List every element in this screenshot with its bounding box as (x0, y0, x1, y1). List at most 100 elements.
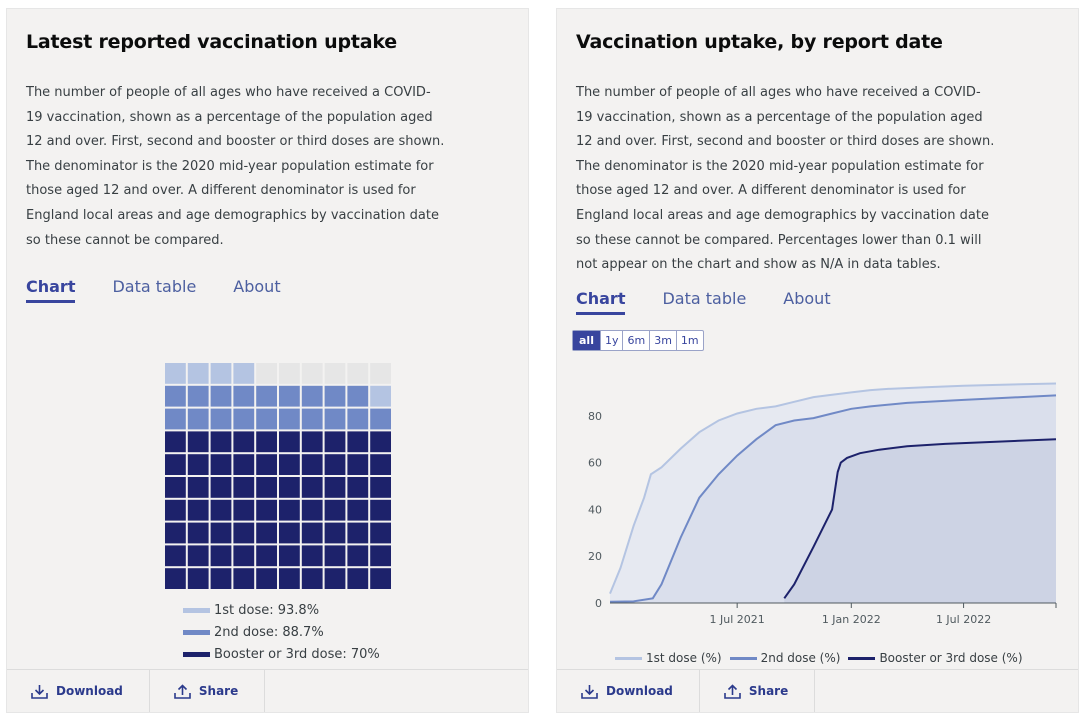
waffle-cell-dose3 (301, 477, 323, 498)
waffle-cell-dose3 (279, 568, 300, 589)
share-label: Share (198, 684, 239, 698)
waffle-cell-dose3 (256, 454, 277, 475)
waffle-cell-dose2 (233, 408, 255, 430)
waffle-cell-dose3 (187, 454, 209, 475)
card-title: Latest reported vaccination uptake (26, 31, 397, 53)
waffle-cell-dose2 (165, 385, 186, 407)
waffle-cell-empty (279, 363, 300, 384)
waffle-cell-dose3 (279, 522, 300, 544)
range-1m-button[interactable]: 1m (680, 334, 699, 347)
range-selector: all 1y 6m 3m 1m (572, 330, 704, 351)
waffle-cell-dose3 (256, 522, 277, 544)
legend-item-dose3: Booster or 3rd dose: 70% (183, 643, 380, 665)
waffle-cell-dose2 (279, 408, 300, 430)
waffle-cell-dose3 (165, 431, 186, 453)
tab-data-table[interactable]: Data table (112, 277, 197, 296)
waffle-cell-dose3 (324, 545, 346, 567)
waffle-cell-dose2 (233, 385, 255, 407)
waffle-cell-dose3 (301, 454, 323, 475)
waffle-cell-dose3 (301, 568, 323, 589)
legend-item-dose3: Booster or 3rd dose (%) (848, 651, 1023, 665)
legend-item-dose1: 1st dose (%) (615, 651, 722, 665)
waffle-cell-dose3 (370, 431, 391, 453)
waffle-cell-dose2 (210, 385, 232, 407)
legend-swatch-dose2 (183, 629, 210, 635)
line-legend: 1st dose (%) 2nd dose (%) Booster or 3rd… (615, 651, 1023, 665)
card-description: The number of people of all ages who hav… (26, 85, 445, 248)
waffle-cell-dose3 (187, 545, 209, 567)
tab-about[interactable]: About (233, 277, 281, 296)
waffle-cell-dose3 (279, 431, 300, 453)
x-tick-label: 1 Jul 2021 (710, 613, 765, 626)
x-tick-label: 1 Jul 2022 (936, 613, 991, 626)
legend-label-dose2: 2nd dose: 88.7% (214, 624, 324, 640)
waffle-cell-dose3 (324, 522, 346, 544)
waffle-cell-dose3 (347, 477, 369, 498)
waffle-cell-dose3 (370, 545, 391, 567)
share-button[interactable]: Share (150, 670, 266, 712)
waffle-cell-dose3 (233, 499, 255, 521)
waffle-cell-dose3 (165, 454, 186, 475)
legend-line-dose2 (729, 656, 757, 660)
range-3m-button[interactable]: 3m (650, 331, 677, 350)
waffle-cell-dose1 (187, 363, 209, 384)
waffle-cell-dose2 (210, 408, 232, 430)
waffle-cell-dose3 (256, 477, 277, 498)
legend-item-dose1: 1st dose: 93.8% (183, 599, 380, 621)
waffle-cell-dose3 (233, 522, 255, 544)
share-icon (174, 683, 191, 699)
share-icon (724, 683, 741, 699)
waffle-cell-dose3 (347, 431, 369, 453)
card-title: Vaccination uptake, by report date (576, 31, 943, 53)
waffle-cell-empty (301, 363, 323, 384)
legend-swatch-dose3 (183, 651, 210, 657)
waffle-cell-dose1 (210, 363, 232, 384)
waffle-cell-dose3 (347, 454, 369, 475)
waffle-cell-dose3 (347, 568, 369, 589)
legend-line-dose1 (615, 656, 642, 660)
share-button[interactable]: Share (700, 670, 816, 712)
waffle-chart (165, 363, 391, 589)
download-label: Download (56, 684, 123, 698)
range-6m-button[interactable]: 6m (623, 331, 651, 350)
waffle-cell-dose3 (187, 568, 209, 589)
download-icon (31, 684, 48, 699)
waffle-cell-dose1 (165, 363, 186, 384)
waffle-cell-dose3 (210, 499, 232, 521)
download-button[interactable]: Download (7, 670, 150, 712)
range-1y-button[interactable]: 1y (601, 331, 624, 350)
waffle-cell-dose2 (324, 408, 346, 430)
waffle-cell-dose3 (301, 499, 323, 521)
waffle-cell-dose2 (256, 408, 277, 430)
latest-uptake-card: Latest reported vaccination uptake The n… (6, 8, 529, 713)
range-all-button[interactable]: all (573, 331, 601, 350)
download-button[interactable]: Download (557, 670, 700, 712)
tab-about[interactable]: About (783, 289, 831, 308)
waffle-cell-dose3 (233, 545, 255, 567)
legend-label-dose2: 2nd dose (%) (760, 651, 841, 665)
waffle-cell-dose3 (233, 454, 255, 475)
waffle-cell-dose3 (233, 568, 255, 589)
tab-bar: Chart Data table About (576, 289, 831, 315)
legend-label-dose3: Booster or 3rd dose: 70% (214, 646, 380, 662)
waffle-cell-dose3 (256, 431, 277, 453)
tab-chart[interactable]: Chart (26, 277, 76, 303)
waffle-cell-dose3 (370, 499, 391, 521)
card-footer: Download Share (7, 669, 528, 712)
waffle-cell-dose3 (347, 499, 369, 521)
card-description: The number of people of all ages who hav… (576, 85, 995, 273)
waffle-cell-dose3 (187, 522, 209, 544)
waffle-cell-dose3 (279, 499, 300, 521)
tab-data-table[interactable]: Data table (662, 289, 747, 308)
waffle-cell-dose2 (187, 408, 209, 430)
waffle-cell-dose3 (165, 477, 186, 498)
waffle-cell-dose3 (210, 545, 232, 567)
tab-chart[interactable]: Chart (576, 289, 626, 315)
waffle-cell-dose3 (210, 477, 232, 498)
waffle-cell-dose3 (370, 568, 391, 589)
legend-swatch-dose1 (183, 607, 210, 613)
waffle-cell-dose3 (324, 454, 346, 475)
waffle-cell-dose2 (347, 385, 369, 407)
waffle-cell-dose3 (256, 499, 277, 521)
waffle-cell-dose3 (370, 477, 391, 498)
